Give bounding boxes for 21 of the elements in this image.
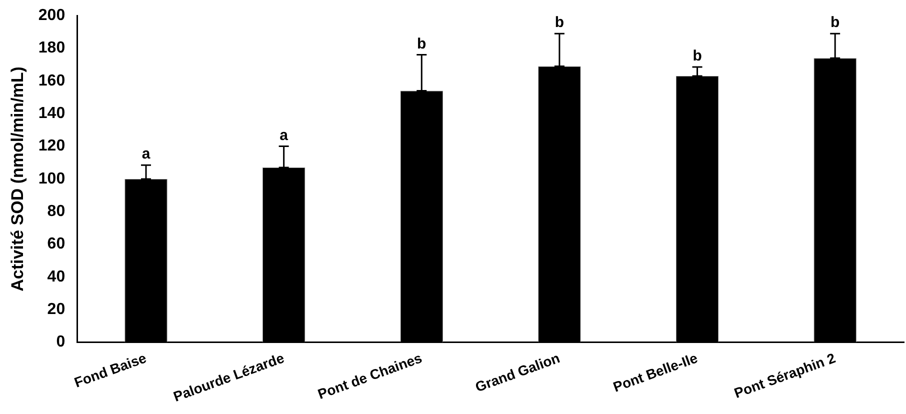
annotation: a	[142, 146, 151, 163]
y-tick-label: 80	[47, 203, 66, 220]
y-tick-label: 100	[38, 170, 66, 188]
y-tick-label: 140	[38, 105, 66, 122]
x-tick-label: Pont de Chaines	[316, 350, 424, 402]
x-tick-label: Fond Baise	[72, 350, 149, 390]
x-tick-label: Grand Galion	[473, 350, 562, 395]
y-axis-title: Activité SOD (nmol/min/mL)	[8, 66, 27, 292]
y-tick-label: 180	[38, 40, 66, 57]
y-tick-label: 120	[38, 138, 66, 155]
y-tick-label: 160	[38, 72, 66, 90]
y-tick-label: 40	[47, 268, 66, 286]
annotation: b	[830, 14, 840, 32]
annotation: b	[692, 48, 702, 65]
annotation: b	[554, 14, 564, 32]
y-tick-label: 0	[56, 334, 66, 351]
annotation: b	[417, 35, 426, 52]
annotation: a	[280, 126, 289, 144]
y-tick-label: 200	[38, 7, 66, 24]
y-tick-label: 20	[47, 301, 66, 318]
y-tick-label: 60	[47, 236, 66, 253]
